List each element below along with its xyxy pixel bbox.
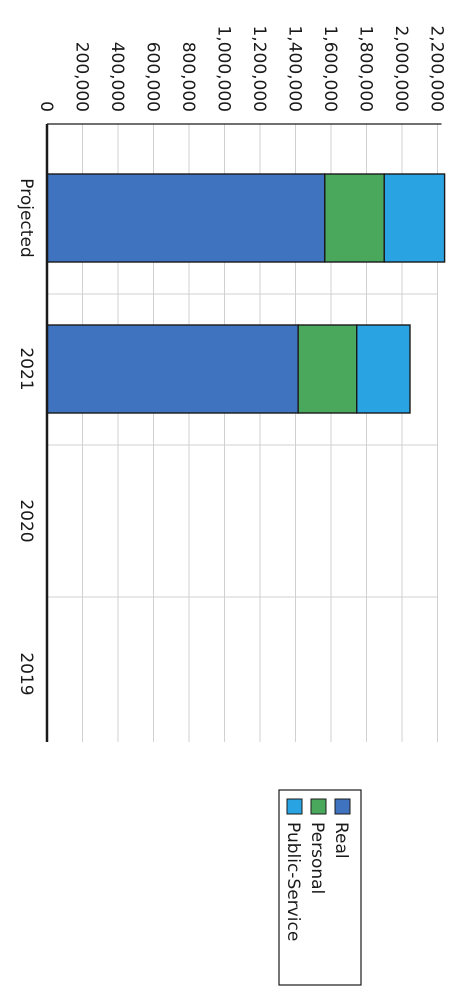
bar-segment bbox=[356, 324, 411, 414]
legend-label: Personal bbox=[307, 822, 327, 894]
category-label: Projected bbox=[16, 178, 36, 257]
value-tick-label: 200,000 bbox=[72, 42, 92, 112]
legend-swatch bbox=[286, 798, 303, 815]
legend-label: Public-Service bbox=[283, 822, 303, 941]
value-tick-label: 800,000 bbox=[178, 42, 198, 112]
value-tick-label: 1,400,000 bbox=[285, 25, 305, 112]
bar-segment bbox=[46, 324, 299, 414]
category-label: 2020 bbox=[16, 499, 36, 542]
category-label: 2021 bbox=[16, 347, 36, 390]
value-tick-labels: 0 200,000 400,000 600,000 800,000 1,000,000 1,… bbox=[36, 25, 447, 112]
bar-segment bbox=[383, 173, 446, 263]
legend-swatch bbox=[334, 798, 351, 815]
axes bbox=[45, 123, 442, 742]
bar-segment bbox=[297, 324, 358, 414]
value-tick-label: 1,200,000 bbox=[249, 25, 269, 112]
value-tick-label: 1,600,000 bbox=[320, 25, 340, 112]
value-tick-label: 600,000 bbox=[143, 42, 163, 112]
legend-label: Real bbox=[331, 822, 351, 859]
value-tick-label: 2,000,000 bbox=[391, 25, 411, 112]
value-tick-label: 1,000,000 bbox=[214, 25, 234, 112]
category-label: 2019 bbox=[16, 652, 36, 695]
bar-segment bbox=[46, 173, 326, 263]
value-tick-label: 2,200,000 bbox=[427, 25, 447, 112]
value-tick-label: 0 bbox=[36, 101, 56, 112]
bar-segment bbox=[324, 173, 385, 263]
value-tick-label: 1,800,000 bbox=[356, 25, 376, 112]
bars bbox=[46, 173, 446, 414]
category-labels: Projected 2021 2020 2019 bbox=[16, 178, 36, 695]
legend-frame bbox=[278, 789, 362, 986]
value-tick-label: 400,000 bbox=[107, 42, 127, 112]
legend-swatch bbox=[310, 798, 327, 815]
